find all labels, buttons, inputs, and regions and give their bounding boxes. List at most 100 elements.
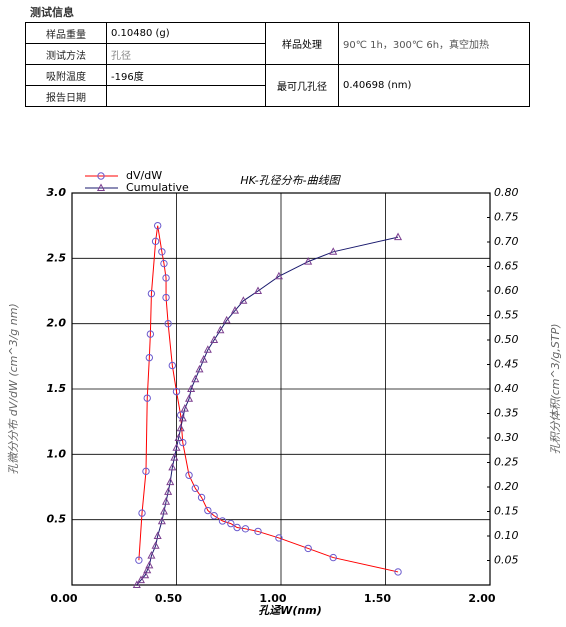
marker: [176, 423, 185, 432]
marker: [218, 517, 227, 525]
marker: [185, 394, 194, 402]
legend-label: dV/dW: [126, 169, 162, 182]
marker: [179, 438, 187, 447]
marker: [159, 506, 168, 515]
marker: [164, 319, 172, 328]
marker: [153, 531, 162, 539]
marker: [329, 247, 338, 255]
y2-tick-label: 0.25: [494, 456, 519, 469]
y-tick-label: 1.0: [47, 447, 67, 460]
marker: [147, 551, 156, 559]
cell: 样品处理: [265, 22, 339, 65]
x-tick-label: 0.50: [155, 592, 182, 605]
y2-tick-label: 0.40: [494, 382, 519, 395]
marker: [222, 315, 231, 324]
marker: [162, 497, 171, 505]
y2-tick-label: 0.65: [494, 260, 519, 273]
marker: [230, 306, 240, 314]
marker: [135, 556, 143, 564]
marker: [141, 570, 150, 579]
marker: [166, 477, 175, 486]
x-axis-label: 孔迳W(nm): [258, 604, 321, 617]
marker: [143, 394, 151, 402]
marker: [233, 523, 241, 532]
y2-tick-label: 0.05: [494, 554, 519, 567]
y2-tick-label: 0.30: [494, 431, 519, 444]
marker: [145, 353, 154, 362]
marker: [143, 565, 152, 574]
marker: [157, 516, 166, 525]
marker: [138, 509, 146, 517]
marker: [162, 293, 170, 302]
x-tick-label: 2.00: [468, 592, 495, 605]
marker: [151, 541, 160, 549]
marker: [151, 237, 160, 246]
y2-tick-label: 0.15: [494, 505, 519, 518]
marker: [204, 506, 212, 515]
marker: [227, 519, 235, 528]
x-tick-label: 1.00: [259, 592, 286, 605]
marker: [329, 553, 337, 562]
marker: [147, 289, 156, 298]
cell: [106, 85, 266, 107]
x-tick-label: 1.50: [364, 592, 391, 605]
marker: [241, 525, 250, 533]
marker: [216, 325, 225, 334]
marker: [158, 248, 166, 256]
y2-tick-label: 0.70: [494, 235, 519, 248]
y-tick-label: 2.5: [47, 251, 67, 264]
marker: [97, 172, 105, 180]
marker: [172, 443, 181, 451]
y2-tick-label: 0.45: [494, 358, 519, 371]
marker: [168, 462, 177, 471]
y-tick-label: 3.0: [47, 186, 67, 199]
marker: [304, 257, 313, 265]
marker: [180, 404, 189, 412]
marker: [160, 259, 168, 268]
marker: [187, 384, 196, 392]
marker: [199, 355, 208, 363]
marker: [153, 221, 162, 230]
marker: [164, 487, 173, 495]
marker: [132, 580, 141, 588]
marker: [239, 296, 248, 304]
marker: [162, 274, 170, 282]
marker: [136, 575, 146, 584]
series-line: [138, 225, 399, 573]
marker: [394, 232, 403, 241]
marker: [195, 364, 204, 373]
marker: [185, 471, 193, 479]
y2-tick-label: 0.50: [494, 333, 519, 346]
marker: [145, 560, 154, 569]
y2-axis-label: 孔积分体积(cm^3/g,STP): [549, 323, 562, 454]
marker: [170, 453, 179, 461]
marker: [197, 493, 206, 502]
marker: [210, 335, 219, 343]
series-line: [136, 236, 399, 586]
marker: [168, 361, 177, 370]
chart-title: HK-孔径分布-曲线图: [240, 174, 341, 187]
y-tick-label: 1.5: [47, 382, 67, 395]
info-title: 测试信息: [30, 6, 74, 19]
marker: [274, 271, 283, 280]
x-tick-label: 0.00: [50, 592, 77, 605]
marker: [394, 568, 402, 576]
marker: [210, 512, 218, 520]
marker: [172, 387, 181, 396]
marker: [174, 433, 183, 441]
y-axis-label: 孔微分分布 dV/dW (cm^3/g nm): [7, 303, 20, 475]
plot-frame: [71, 192, 491, 586]
y-tick-label: 2.0: [47, 317, 67, 330]
y-tick-label: 0.5: [47, 513, 67, 526]
y2-tick-label: 0.75: [494, 211, 519, 224]
marker: [178, 413, 187, 422]
marker: [254, 527, 262, 536]
marker: [191, 374, 200, 383]
y2-tick-label: 0.10: [494, 529, 519, 542]
marker: [146, 330, 155, 338]
y2-tick-label: 0.35: [494, 407, 519, 420]
y2-tick-label: 0.60: [494, 284, 519, 297]
cell: 0.40698 (nm): [338, 64, 530, 107]
